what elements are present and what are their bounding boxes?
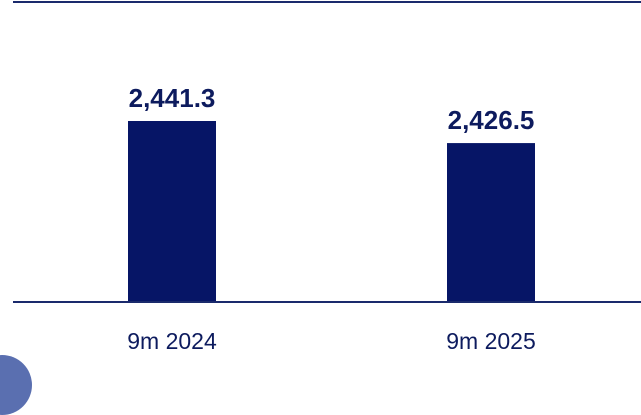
x-tick-label-2: 9m 2025 xyxy=(446,328,536,354)
bar-chart: 2,441.3 2,426.5 9m 2024 9m 2025 xyxy=(13,1,641,354)
bars-group xyxy=(128,121,535,302)
value-label-2: 2,426.5 xyxy=(448,105,535,135)
bar-2 xyxy=(447,143,535,302)
value-labels-group: 2,441.3 2,426.5 xyxy=(129,83,535,135)
x-tick-labels-group: 9m 2024 9m 2025 xyxy=(127,328,536,354)
value-label-1: 2,441.3 xyxy=(129,83,216,113)
bar-1 xyxy=(128,121,216,302)
x-tick-label-1: 9m 2024 xyxy=(127,328,217,354)
